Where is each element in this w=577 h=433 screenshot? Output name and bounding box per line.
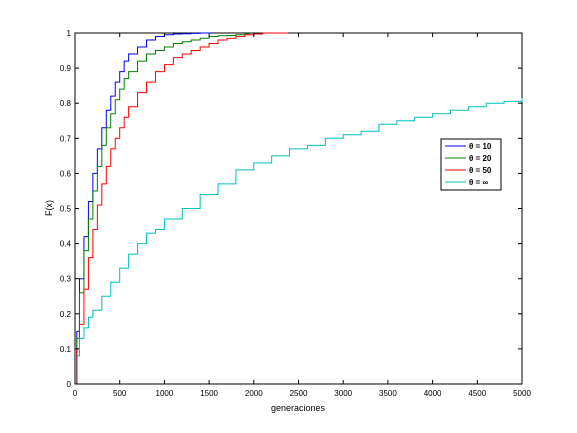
- y-tick-label: 0.8: [60, 99, 72, 108]
- x-axis-title: generaciones: [271, 403, 326, 413]
- series-line-2: [75, 33, 250, 385]
- x-tick-label: 1000: [156, 389, 174, 398]
- x-tick-label: 4000: [424, 389, 442, 398]
- y-axis-title: F(x): [44, 200, 54, 216]
- y-tick-label: 0.4: [60, 240, 72, 249]
- plot-area: [74, 32, 523, 385]
- x-tick-label: 3000: [334, 389, 352, 398]
- x-tick-label: 0: [73, 389, 78, 398]
- x-tick-label: 2000: [245, 389, 263, 398]
- legend-label-3: θ = 50: [469, 166, 492, 175]
- series-line-3: [75, 32, 288, 385]
- legend: θ = 10 θ = 20 θ = 50 θ = ∞: [440, 138, 502, 191]
- y-tick-label: 0.1: [60, 345, 72, 354]
- x-tick-label: 500: [113, 389, 127, 398]
- series-layer: [75, 32, 523, 385]
- x-tick-label: 2500: [290, 389, 308, 398]
- y-tick-label: 1: [67, 29, 72, 38]
- y-tick-label: 0.5: [60, 205, 72, 214]
- y-tick-label: 0.2: [60, 310, 72, 319]
- y-tick-label: 0.3: [60, 275, 72, 284]
- x-tick-label: 3500: [379, 389, 397, 398]
- x-tick-label: 1500: [200, 389, 218, 398]
- y-tick-label: 0.9: [60, 64, 72, 73]
- y-tick-label: 0.7: [60, 134, 72, 143]
- legend-label-2: θ = 20: [469, 154, 492, 163]
- x-tick-label: 5000: [513, 389, 531, 398]
- y-tick-label: 0: [67, 380, 72, 389]
- y-tick-label: 0.6: [60, 169, 72, 178]
- series-line-4: [75, 97, 523, 385]
- legend-label-1: θ = 10: [469, 142, 492, 151]
- x-tick-label: 4500: [468, 389, 486, 398]
- legend-label-4: θ = ∞: [469, 178, 488, 187]
- ticks-layer: 0 500 1000 1500 2000 2500 3000 3500 4000 4500 5000…: [60, 29, 532, 398]
